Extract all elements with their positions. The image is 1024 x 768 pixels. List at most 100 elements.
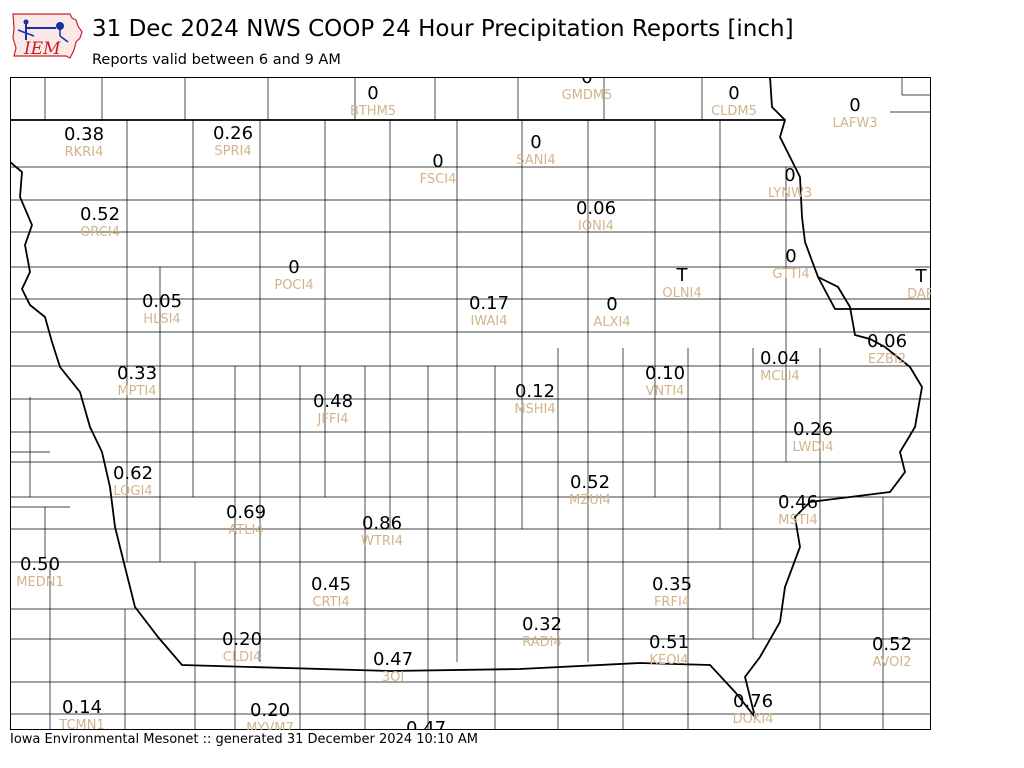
station-id: BTHM5	[350, 104, 396, 119]
station-id: FRFI4	[654, 595, 690, 610]
station-id: MEDN1	[16, 575, 63, 590]
precip-value: 0	[606, 294, 617, 315]
station-id: ORCI4	[80, 225, 120, 240]
station-id: RKRI4	[65, 145, 104, 160]
station-id: HLSI4	[143, 312, 180, 327]
map-subtitle: Reports valid between 6 and 9 AM	[92, 52, 341, 68]
precip-value: 0.10	[645, 363, 685, 384]
precip-value: 0.14	[62, 697, 102, 718]
station-id: EZBI2	[868, 352, 906, 367]
station-id: DOKI4	[733, 712, 774, 727]
precip-value: 0	[530, 132, 541, 153]
precip-value: 0	[785, 246, 796, 267]
station-id: IWAI4	[471, 314, 508, 329]
precip-value: 0.76	[733, 691, 773, 712]
station-id: 3OI	[382, 670, 404, 685]
precip-value: 0.52	[80, 204, 120, 225]
precip-value: 0.47	[406, 718, 446, 730]
logo-text: IEM	[23, 39, 61, 59]
station-id: CLDI4	[223, 650, 261, 665]
map-footer: Iowa Environmental Mesonet :: generated …	[10, 732, 478, 747]
precip-value: 0.32	[522, 614, 562, 635]
station-id: DAR	[907, 287, 931, 302]
precip-value: 0.05	[142, 291, 182, 312]
station-id: RADI4	[522, 635, 562, 650]
station-id: CLDM5	[711, 104, 757, 119]
precip-value: 0.20	[222, 629, 262, 650]
station-id: GTTI4	[772, 267, 809, 282]
precip-value: 0.06	[867, 331, 907, 352]
precip-value: 0.26	[793, 419, 833, 440]
precip-value: 0.69	[226, 502, 266, 523]
station-id: ATLI4	[228, 523, 263, 538]
station-id: MPTI4	[117, 384, 156, 399]
precip-value: 0.26	[213, 123, 253, 144]
station-id: WTRI4	[361, 534, 403, 549]
station-id: MCLI4	[760, 369, 800, 384]
station-id: LAFW3	[832, 116, 877, 131]
precip-value: 0.20	[250, 700, 290, 721]
precip-value: 0	[367, 83, 378, 104]
station-id: MZUI4	[569, 493, 611, 508]
station-id: ALXI4	[593, 315, 630, 330]
precip-value: 0.06	[576, 198, 616, 219]
station-id: OLNI4	[662, 286, 701, 301]
station-id: LWDI4	[792, 440, 833, 455]
precip-value: 0.62	[113, 463, 153, 484]
state-boundaries	[10, 77, 931, 718]
precip-value: 0.04	[760, 348, 800, 369]
station-id: MYVM7	[246, 721, 294, 730]
precip-value: 0	[288, 257, 299, 278]
precip-value: 0	[784, 165, 795, 186]
precip-value: 0.52	[872, 634, 912, 655]
iem-logo-icon: IEM	[12, 13, 83, 59]
station-id: POCI4	[274, 278, 313, 293]
precip-value: 0.46	[778, 492, 818, 513]
precip-value: 0.86	[362, 513, 402, 534]
station-id: VNTI4	[646, 384, 685, 399]
precip-value: 0.17	[469, 293, 509, 314]
station-id: AVOI2	[872, 655, 911, 670]
station-id: IONI4	[578, 219, 614, 234]
precip-value: 0	[849, 95, 860, 116]
precip-value: 0.50	[20, 554, 60, 575]
station-id: JFFI4	[317, 412, 349, 427]
precip-value: 0.47	[373, 649, 413, 670]
station-id: FSCI4	[420, 172, 457, 187]
precip-value: 0.51	[649, 632, 689, 653]
precip-value: 0.38	[64, 124, 104, 145]
station-id: CRTI4	[312, 595, 349, 610]
map-title: 31 Dec 2024 NWS COOP 24 Hour Precipitati…	[92, 16, 794, 42]
precip-value: 0.45	[311, 574, 351, 595]
